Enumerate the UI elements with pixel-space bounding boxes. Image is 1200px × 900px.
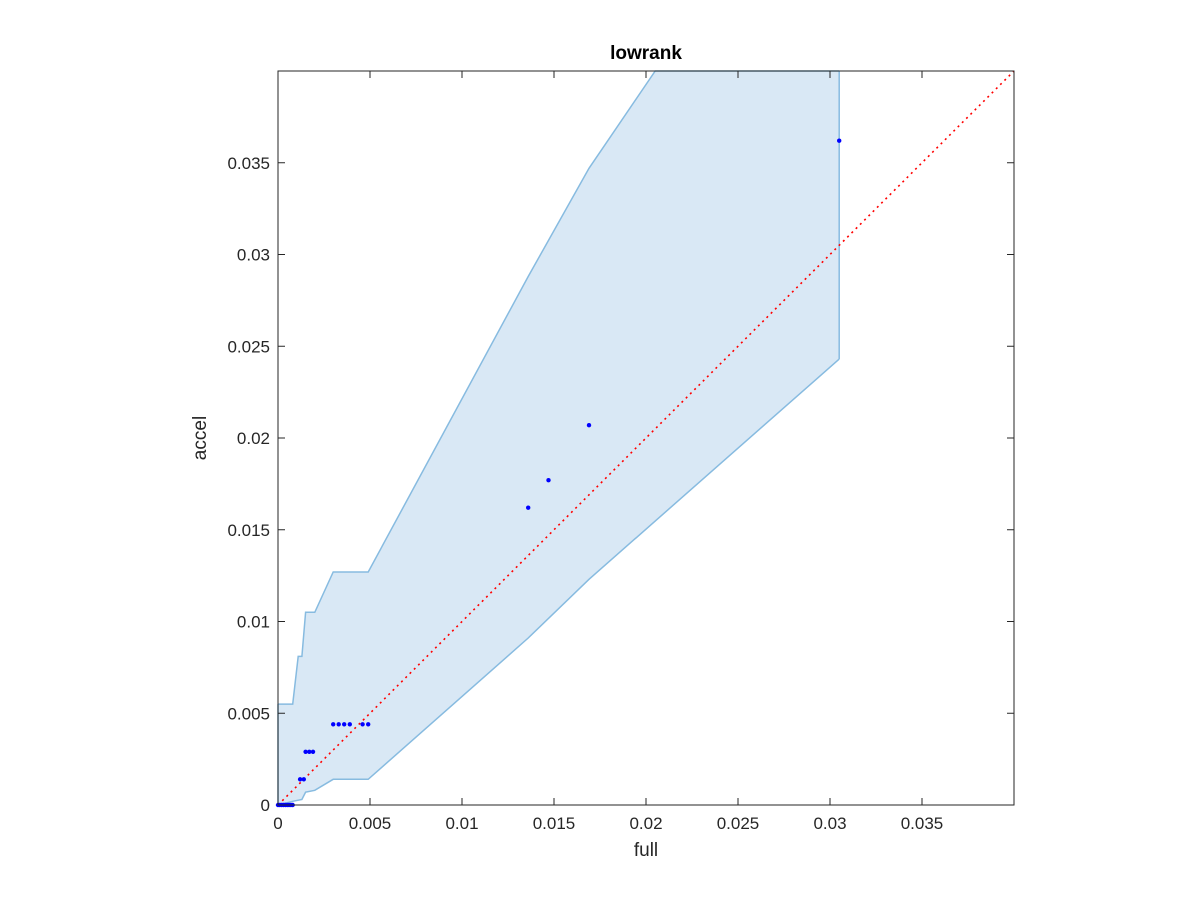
x-tick-label: 0.015 [533,814,576,833]
y-tick-label: 0.035 [227,154,270,173]
band-fill [278,71,840,805]
band-upper-edge [278,70,840,705]
y-tick-label: 0.03 [237,246,270,265]
x-tick-label: 0 [273,814,282,833]
x-tick-label: 0.02 [629,814,662,833]
y-tick-label: 0.005 [227,704,270,723]
x-tick-label: 0.01 [445,814,478,833]
data-point [297,777,303,782]
data-point [360,722,365,727]
data-point [347,722,352,727]
data-point [526,505,531,510]
x-tick-label: 0.005 [349,814,392,833]
data-point [303,749,308,754]
y-axis-title: accel [190,416,211,460]
y-tick-label: 0.02 [237,429,270,448]
data-point [307,749,312,754]
data-point [342,722,347,727]
band-lower-edge [277,358,840,806]
data-point [331,722,336,727]
data-point [837,138,842,143]
data-point [366,722,371,727]
chart-title: lowrank [610,43,682,64]
x-tick-label: 0.035 [901,814,944,833]
y-tick-label: 0 [261,796,270,815]
data-point [336,722,341,727]
y-tick-label: 0.015 [227,521,270,540]
x-axis-title: full [634,840,658,861]
x-tick-label: 0.03 [813,814,846,833]
y-tick-label: 0.025 [227,337,270,356]
data-point [310,749,316,754]
axis-ticks: 0 0.005 0.01 0.015 0.02 0.025 0.03 0.035 0 0.005 0… [227,71,1014,833]
data-point [301,777,306,782]
confidence-band [277,70,840,806]
data-point [586,423,592,428]
x-tick-label: 0.025 [717,814,760,833]
y-tick-label: 0.01 [237,613,270,632]
data-point [546,478,551,483]
